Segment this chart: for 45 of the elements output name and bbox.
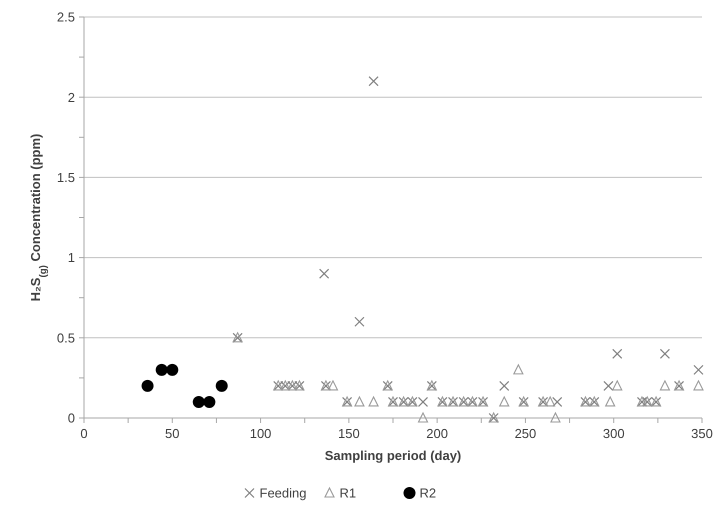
y-tick-label: 0.5: [56, 330, 75, 346]
point: [499, 396, 510, 407]
point: [166, 364, 178, 376]
legend-label: R2: [420, 486, 436, 501]
point: [418, 412, 428, 423]
point: [156, 364, 168, 376]
point: [550, 412, 560, 423]
point: [328, 380, 338, 390]
x-tick-label: 200: [426, 426, 448, 441]
point: [612, 348, 622, 359]
x-tick-label: 350: [691, 426, 713, 441]
point: [612, 380, 622, 390]
x-tick-label: 250: [514, 426, 536, 441]
x-tick-label: 100: [250, 426, 272, 441]
point: [368, 396, 379, 407]
y-tick-label: 1.5: [56, 170, 75, 185]
y-tick-label: 1: [68, 250, 75, 266]
point: [605, 396, 616, 407]
point: [319, 268, 330, 279]
point: [693, 364, 704, 375]
x-tick-label: 50: [165, 426, 180, 441]
point: [203, 396, 216, 408]
point: [499, 380, 510, 392]
point: [354, 396, 364, 407]
point: [552, 396, 562, 408]
point: [603, 380, 614, 392]
point: [192, 396, 205, 408]
x-axis-title: Sampling period (day): [324, 448, 462, 463]
point: [368, 76, 379, 86]
point: [693, 380, 704, 390]
point: [142, 380, 154, 392]
y-tick-label: 2.5: [56, 10, 75, 25]
y-tick-label: 0: [68, 410, 75, 426]
legend-label: Feeding: [260, 486, 306, 501]
legend-label: R1: [340, 486, 356, 501]
x-tick-label: 300: [602, 426, 625, 441]
point: [660, 380, 670, 390]
x-tick-label: 150: [338, 426, 360, 441]
point: [545, 396, 556, 407]
y-tick-label: 2: [68, 90, 75, 105]
point: [660, 348, 670, 359]
point: [216, 380, 228, 392]
x-tick-label: 0: [80, 426, 88, 441]
point: [513, 364, 524, 374]
point: [354, 316, 365, 327]
